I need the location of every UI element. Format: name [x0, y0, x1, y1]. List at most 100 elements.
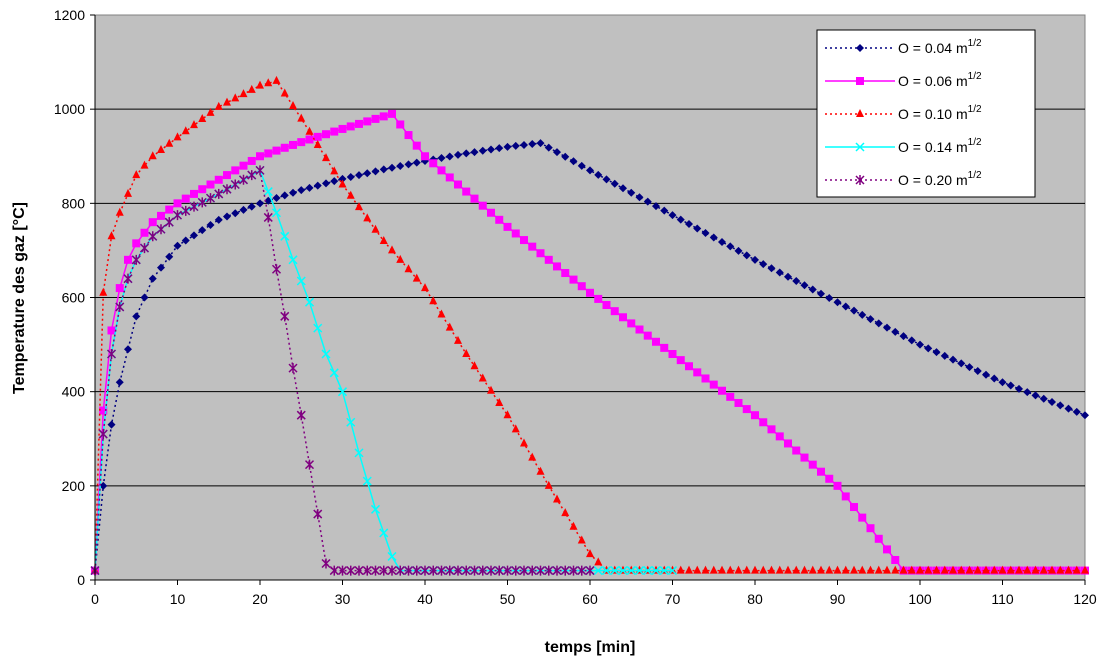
data-point — [156, 224, 166, 235]
data-point — [709, 233, 718, 242]
data-point — [486, 565, 496, 576]
data-point — [775, 565, 784, 574]
data-point — [107, 231, 116, 240]
data-point — [751, 255, 759, 264]
data-point — [850, 565, 858, 574]
data-point — [322, 130, 330, 139]
data-point — [1015, 565, 1023, 574]
data-point — [124, 188, 132, 197]
data-point — [263, 187, 273, 197]
data-point — [429, 159, 438, 168]
data-point — [396, 254, 405, 263]
data-point — [107, 420, 116, 429]
data-point — [197, 197, 207, 208]
data-point — [239, 205, 248, 214]
data-point — [841, 565, 850, 574]
data-point — [148, 218, 157, 227]
data-point — [850, 306, 858, 315]
x-tick-label: 90 — [830, 591, 846, 607]
data-point — [577, 161, 586, 170]
data-point — [1039, 394, 1048, 403]
data-point — [503, 142, 512, 151]
data-point — [173, 199, 182, 208]
data-point — [817, 289, 825, 298]
data-point — [289, 140, 297, 149]
data-point — [586, 549, 594, 558]
data-point — [610, 307, 619, 316]
data-point — [495, 397, 504, 406]
x-tick-label: 60 — [582, 591, 598, 607]
x-tick-label: 10 — [170, 591, 186, 607]
data-point — [371, 224, 380, 233]
data-point — [280, 231, 290, 241]
data-point — [800, 453, 809, 462]
legend-marker — [856, 77, 864, 85]
data-point — [256, 152, 264, 161]
data-point — [1031, 391, 1040, 400]
data-point — [470, 148, 479, 157]
data-point — [742, 251, 751, 260]
data-point — [1048, 565, 1056, 574]
data-point — [487, 208, 495, 217]
data-point — [742, 405, 751, 414]
data-point — [693, 368, 702, 377]
data-point — [206, 107, 215, 116]
data-point — [693, 224, 702, 233]
legend-box — [816, 29, 1036, 198]
data-point — [503, 222, 512, 231]
data-point — [445, 173, 454, 182]
data-point — [1023, 388, 1032, 397]
data-point — [247, 202, 256, 211]
data-point — [462, 149, 471, 158]
legend-marker — [856, 44, 864, 52]
data-point — [388, 163, 396, 172]
data-point — [866, 315, 875, 324]
data-point — [379, 236, 388, 244]
data-point — [652, 202, 660, 211]
data-point — [478, 373, 487, 382]
data-point — [453, 565, 463, 576]
data-point — [709, 565, 718, 574]
y-axis-title: Temperature des gaz [°C] — [11, 202, 28, 394]
data-point — [222, 184, 232, 195]
data-point — [792, 277, 801, 286]
series-layer — [90, 75, 1089, 576]
x-axis-title: temps [min] — [545, 639, 636, 656]
x-tick-label: 80 — [747, 591, 763, 607]
data-point — [429, 296, 438, 305]
data-point — [610, 566, 620, 576]
legend-label: O = 0.06 m1/2 — [898, 71, 982, 89]
data-point — [379, 112, 388, 121]
data-point — [313, 139, 322, 148]
legend-label: O = 0.04 m1/2 — [898, 38, 982, 56]
data-point — [1006, 381, 1015, 390]
data-point — [231, 209, 240, 218]
data-point — [544, 480, 553, 489]
legend-label-main: O = 0.06 m — [898, 73, 968, 89]
data-point — [924, 565, 933, 574]
data-point — [189, 201, 199, 212]
data-point — [454, 180, 462, 189]
data-point — [115, 301, 125, 312]
data-point — [619, 184, 627, 193]
data-point — [841, 492, 850, 501]
data-point — [784, 439, 792, 448]
data-point — [602, 301, 611, 310]
data-point — [652, 337, 660, 346]
data-point — [825, 474, 834, 483]
data-point — [1056, 565, 1065, 574]
data-point — [206, 220, 215, 229]
data-point — [1064, 565, 1073, 574]
data-point — [1006, 565, 1015, 574]
data-point — [759, 260, 768, 269]
data-point — [775, 268, 784, 277]
data-point — [404, 160, 413, 169]
data-point — [635, 193, 644, 202]
data-point — [313, 181, 322, 190]
data-point — [667, 566, 678, 576]
data-point — [709, 380, 718, 389]
data-point — [99, 481, 108, 490]
data-point — [478, 201, 487, 210]
data-point — [520, 236, 528, 245]
